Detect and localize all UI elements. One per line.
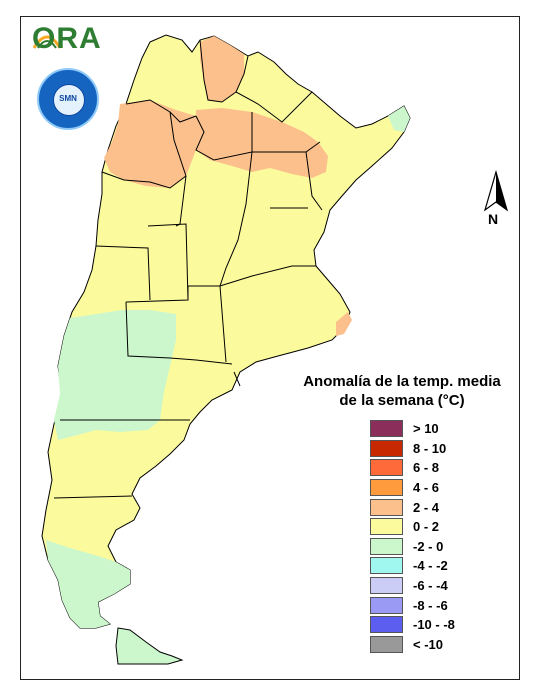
legend-swatch: [370, 557, 403, 575]
legend-item: 8 - 10: [370, 439, 455, 459]
legend-swatch: [370, 420, 403, 438]
north-arrow-icon: [483, 170, 509, 212]
map-zone-warm-northwest: [104, 100, 204, 188]
legend-swatch: [370, 616, 403, 634]
map-zone-warm-coast: [336, 312, 352, 336]
ora-logo: ORA: [32, 22, 102, 55]
legend-item: -2 - 0: [370, 537, 455, 557]
legend-swatch: [370, 596, 403, 614]
legend-swatch: [370, 635, 403, 653]
legend-swatch: [370, 459, 403, 477]
legend-item: 6 - 8: [370, 458, 455, 478]
legend: > 10 8 - 10 6 - 8 4 - 6 2 - 4 0 - 2 -2 - 0 -4 -…: [370, 419, 455, 654]
legend-swatch: [370, 577, 403, 595]
legend-swatch: [370, 518, 403, 536]
legend-label: > 10: [413, 421, 439, 437]
legend-label: -2 - 0: [413, 538, 444, 554]
map-zone-cool-patagonia-north: [54, 310, 176, 440]
legend-label: 4 - 6: [413, 480, 440, 496]
province-boundaries: [53, 39, 323, 499]
smn-seal-icon: SMN: [37, 68, 99, 130]
legend-item: -8 - -6: [370, 595, 455, 615]
legend-item: -6 - -4: [370, 576, 455, 596]
legend-label: < -10: [413, 636, 443, 652]
legend-label: -10 - -8: [413, 617, 455, 633]
legend-title-line1: Anomalía de la temp. media: [303, 373, 501, 390]
legend-item: -10 - -8: [370, 615, 455, 635]
legend-swatch: [370, 479, 403, 497]
legend-item: < -10: [370, 635, 455, 655]
map-zone-cool-patagonia-south: [46, 540, 130, 628]
legend-title: Anomalía de la temp. media de la semana …: [288, 372, 516, 410]
legend-swatch: [370, 498, 403, 516]
legend-label: 6 - 8: [413, 460, 440, 476]
map-zone-cool-misiones: [388, 106, 410, 132]
sun-icon: [32, 35, 62, 49]
legend-item: > 10: [370, 419, 455, 439]
legend-swatch: [370, 537, 403, 555]
legend-label: -4 - -2: [413, 558, 448, 574]
north-label: N: [488, 211, 499, 227]
legend-label: 8 - 10: [413, 440, 447, 456]
legend-label: 0 - 2: [413, 519, 440, 535]
legend-title-line2: de la semana (°C): [339, 392, 465, 409]
legend-label: 2 - 4: [413, 499, 440, 515]
legend-swatch: [370, 439, 403, 457]
legend-label: -6 - -4: [413, 578, 448, 594]
map-zone-warm-puna: [200, 36, 244, 102]
legend-item: -4 - -2: [370, 556, 455, 576]
legend-item: 4 - 6: [370, 478, 455, 498]
legend-item: 0 - 2: [370, 517, 455, 537]
map-region-tierra-del-fuego: [115, 627, 184, 665]
legend-item: 2 - 4: [370, 497, 455, 517]
map-zone-warm-north: [196, 108, 328, 178]
legend-label: -8 - -6: [413, 597, 448, 613]
